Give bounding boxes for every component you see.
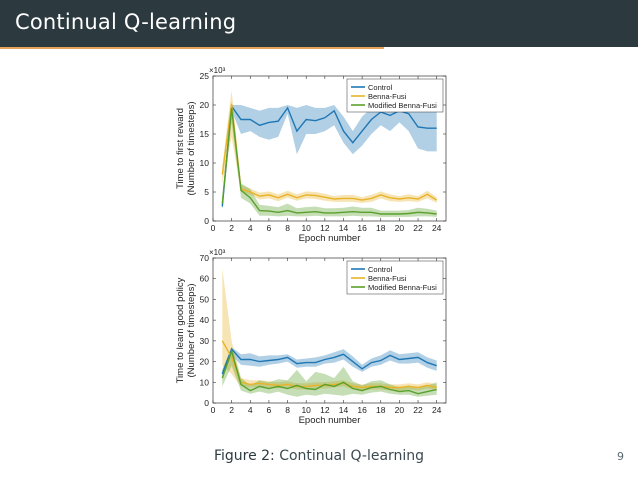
y-tick-label: 50: [200, 294, 210, 304]
legend-label-modified-benna-fusi: Modified Benna-Fusi: [368, 101, 437, 110]
x-tick-label: 24: [432, 405, 442, 415]
series-line-modified-benna-fusi: [221, 348, 437, 395]
y-axis-label-line2: (Number of timesteps): [186, 102, 197, 196]
x-tick-label: 6: [267, 405, 272, 415]
series-band-control: [222, 347, 437, 379]
legend-label-benna-fusi: Benna-Fusi: [368, 92, 407, 101]
x-tick-label: 8: [285, 405, 290, 415]
series-band-control: [222, 105, 437, 210]
x-tick-label: 0: [211, 223, 216, 233]
y-tick-label: 25: [200, 71, 210, 81]
x-tick-label: 16: [357, 405, 367, 415]
y-tick-label: 60: [200, 274, 210, 284]
x-tick-label: 14: [339, 223, 349, 233]
y-tick-label: 0: [204, 398, 209, 408]
slide-title-bar: Continual Q-learning: [0, 0, 638, 47]
x-tick-label: 18: [376, 223, 386, 233]
title-underline: [0, 47, 384, 49]
y-tick-label: 15: [200, 129, 210, 139]
y-exponent-label: ×10³: [209, 66, 226, 75]
figure-caption: Figure 2: Continual Q-learning: [0, 448, 638, 464]
x-tick-label: 12: [320, 223, 330, 233]
y-tick-label: 20: [200, 100, 210, 110]
page-number: 9: [617, 450, 624, 463]
x-tick-label: 4: [248, 405, 253, 415]
x-tick-label: 20: [395, 405, 405, 415]
y-tick-label: 10: [200, 377, 210, 387]
slide-title: Continual Q-learning: [15, 10, 237, 34]
x-tick-label: 16: [357, 223, 367, 233]
series-band-modified-benna-fusi: [222, 347, 437, 397]
y-tick-label: 30: [200, 336, 210, 346]
caption-text: Continual Q-learning: [279, 448, 425, 464]
series-line-benna-fusi: [221, 103, 438, 201]
y-tick-label: 40: [200, 315, 210, 325]
x-tick-label: 18: [376, 405, 386, 415]
figure: 0 2 4 6 8 10 12 14 16 18 20 22 24 0 5 10 15 20 25 ×10³ Epoch…: [163, 63, 475, 427]
x-tick-label: 4: [248, 223, 253, 233]
x-tick-label: 2: [229, 223, 234, 233]
x-axis-label: Epoch number: [299, 415, 361, 426]
x-tick-label: 20: [395, 223, 405, 233]
y-axis-label-line1: Time to learn good policy: [175, 277, 186, 383]
caption-prefix: Figure 2:: [213, 448, 275, 464]
x-tick-label: 2: [229, 405, 234, 415]
x-tick-label: 22: [413, 405, 423, 415]
y-exponent-label: ×10³: [209, 248, 226, 257]
x-tick-label: 14: [339, 405, 349, 415]
x-tick-label: 10: [301, 223, 311, 233]
x-tick-label: 8: [285, 223, 290, 233]
x-tick-label: 24: [432, 223, 442, 233]
x-tick-label: 12: [320, 405, 330, 415]
y-tick-label: 0: [204, 216, 209, 226]
y-tick-label: 5: [204, 187, 209, 197]
x-tick-label: 0: [211, 405, 216, 415]
series-line-modified-benna-fusi: [221, 107, 437, 215]
legend-label-control: Control: [368, 265, 393, 274]
x-axis-label: Epoch number: [299, 233, 361, 244]
y-tick-label: 20: [200, 357, 210, 367]
x-tick-label: 22: [413, 223, 423, 233]
y-axis-label-line1: Time to first reward: [175, 108, 186, 189]
legend-label-control: Control: [368, 83, 393, 92]
chart-time-to-first-reward: 0 2 4 6 8 10 12 14 16 18 20 22 240510152025×10³Epoch…: [175, 66, 447, 244]
y-tick-label: 10: [200, 158, 210, 168]
legend-label-benna-fusi: Benna-Fusi: [368, 274, 407, 283]
legend-label-modified-benna-fusi: Modified Benna-Fusi: [368, 283, 437, 292]
chart-time-to-learn-good-policy: 0 2 4 6 8 10 12 14 16 18 20 22 24010203040506070×10³…: [175, 248, 447, 426]
series-line-control: [221, 347, 437, 375]
x-tick-label: 6: [267, 223, 272, 233]
y-tick-label: 70: [200, 253, 210, 263]
x-tick-label: 10: [301, 405, 311, 415]
y-axis-label-line2: (Number of timesteps): [186, 284, 197, 378]
